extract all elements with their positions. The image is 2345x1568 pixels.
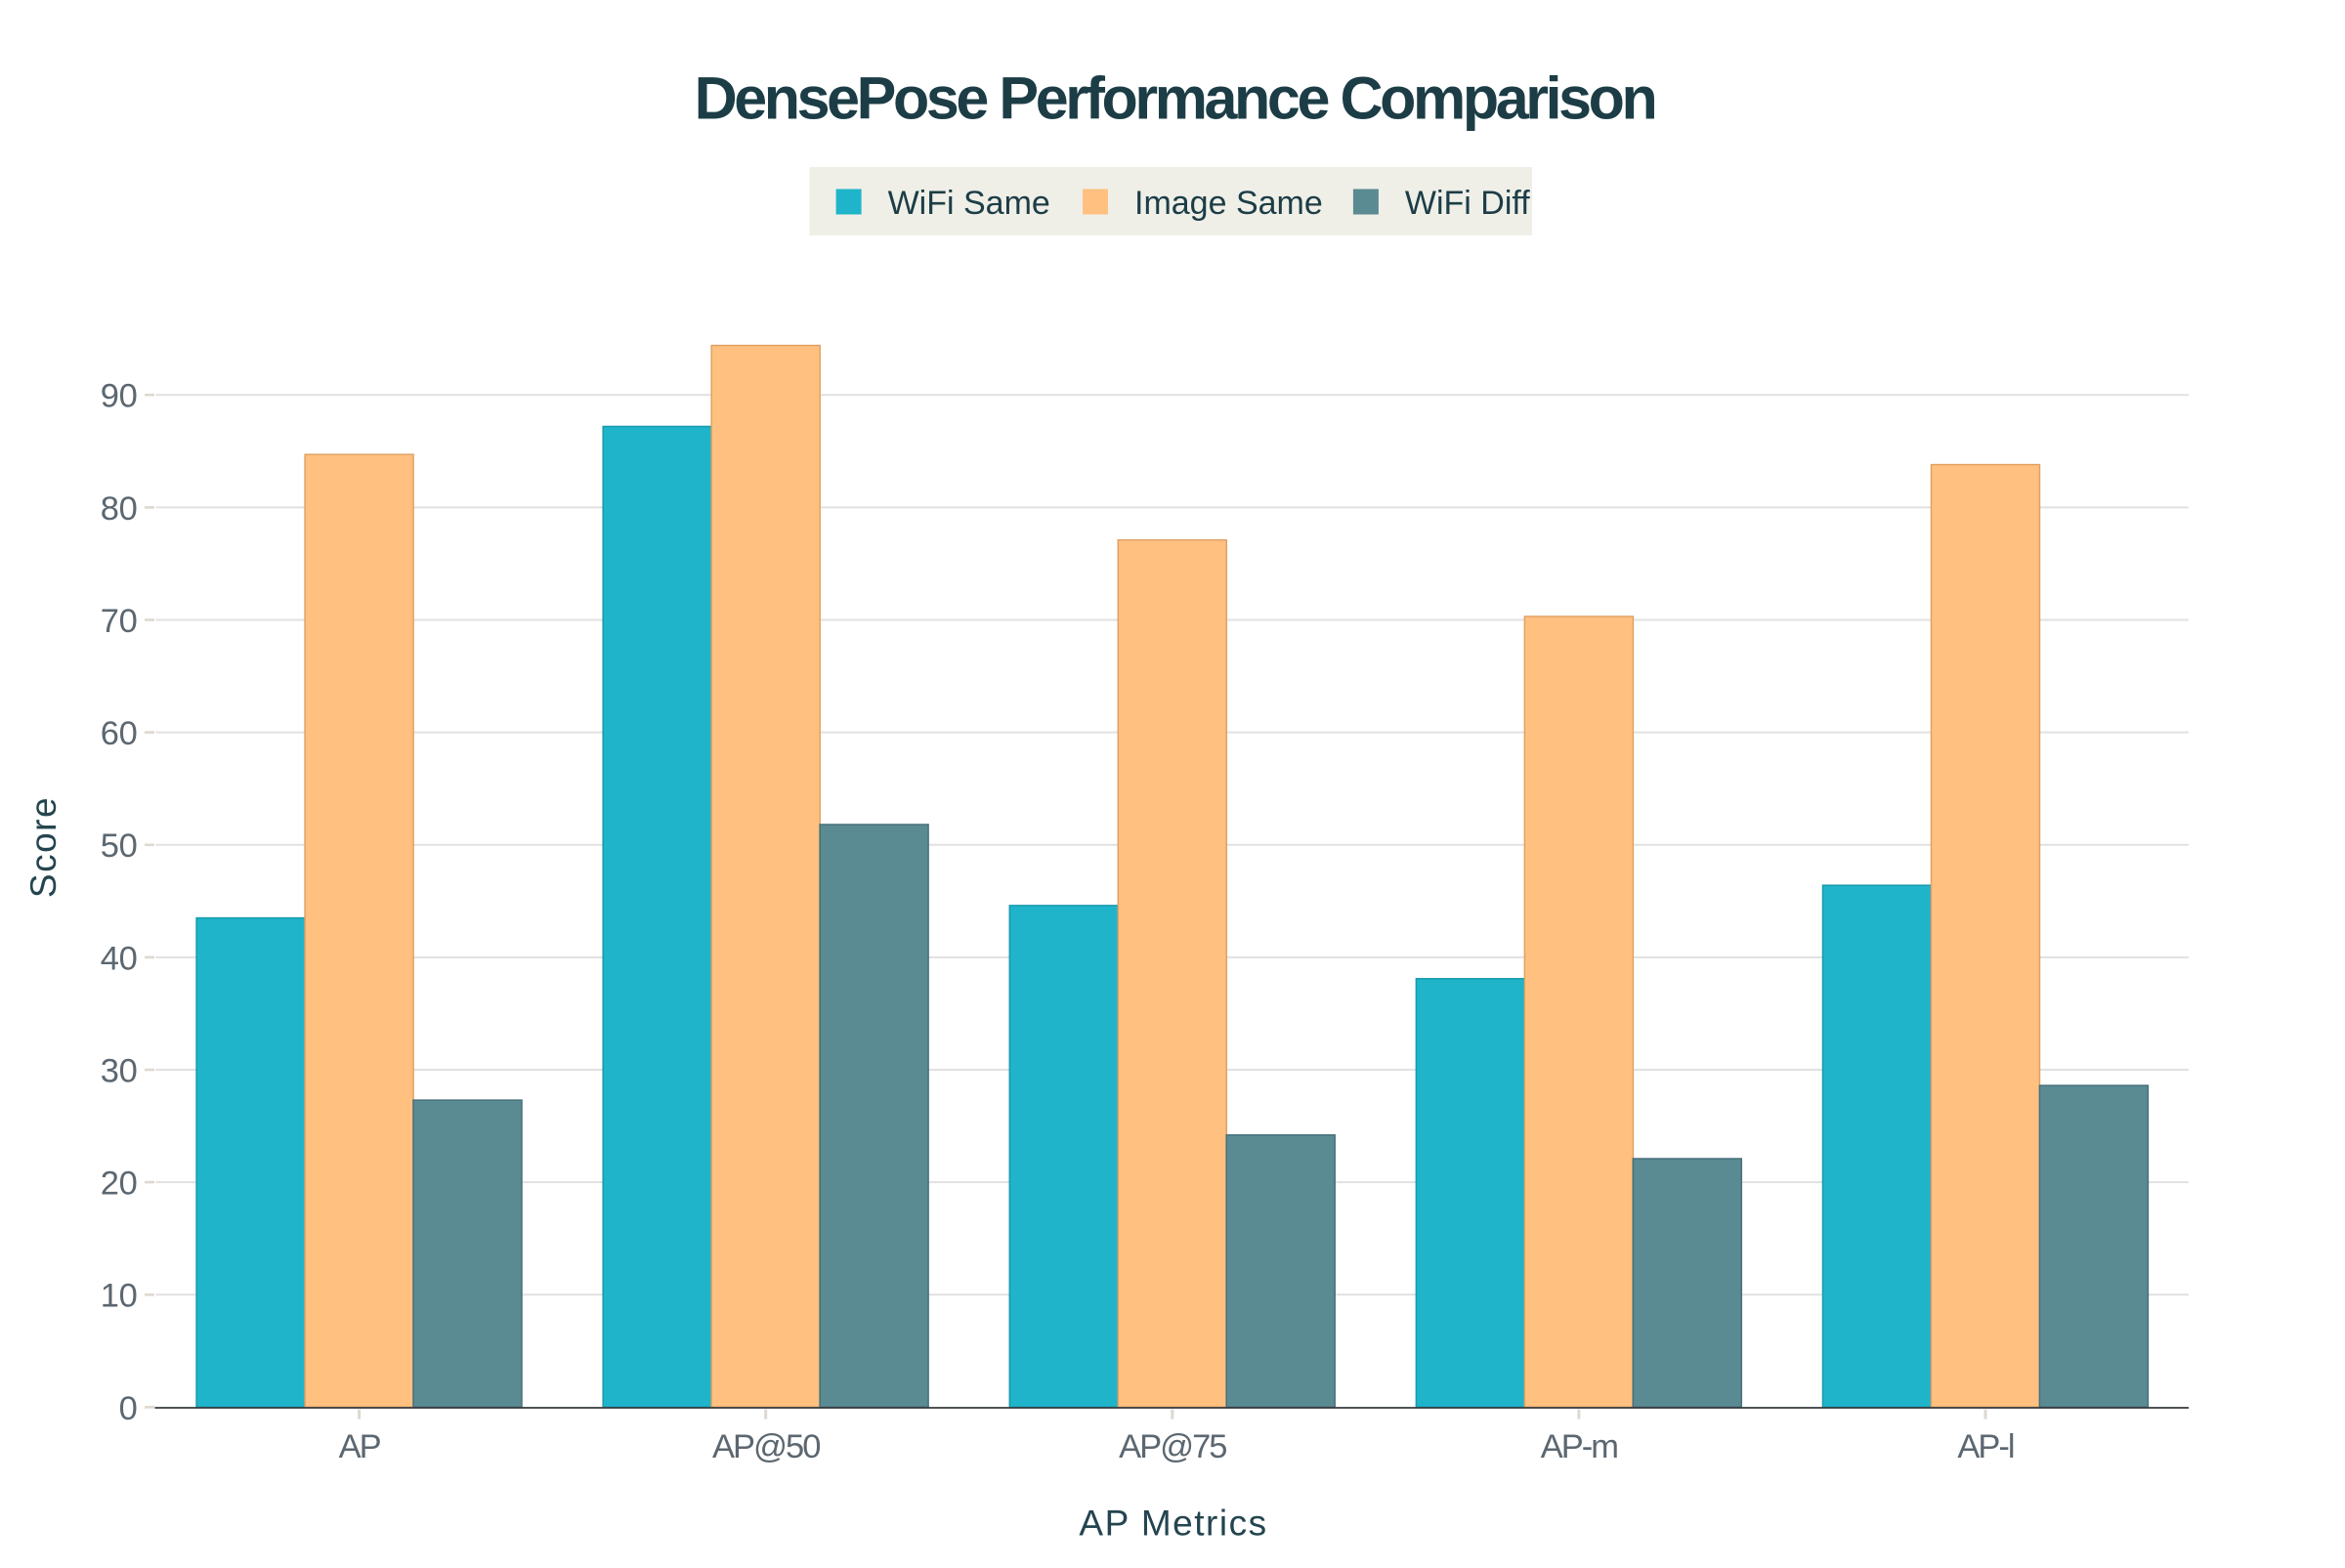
svg-text:Score: Score: [23, 796, 64, 898]
svg-text:20: 20: [101, 1165, 138, 1203]
svg-text:0: 0: [119, 1390, 138, 1427]
svg-text:50: 50: [101, 827, 138, 865]
svg-text:70: 70: [101, 603, 138, 640]
svg-text:AP@50: AP@50: [712, 1428, 820, 1465]
svg-text:60: 60: [101, 715, 138, 752]
svg-text:30: 30: [101, 1052, 138, 1089]
svg-text:WiFi Same: WiFi Same: [888, 185, 1050, 222]
svg-text:AP-m: AP-m: [1541, 1428, 1618, 1465]
svg-text:90: 90: [101, 378, 138, 415]
svg-text:AP@75: AP@75: [1119, 1428, 1226, 1465]
svg-text:DensePose Performance Comparis: DensePose Performance Comparison: [695, 65, 1655, 132]
svg-text:AP Metrics: AP Metrics: [1079, 1504, 1267, 1544]
svg-text:40: 40: [101, 940, 138, 977]
svg-text:80: 80: [101, 490, 138, 528]
svg-text:Image Same: Image Same: [1134, 185, 1323, 222]
svg-text:10: 10: [101, 1278, 138, 1315]
svg-text:AP: AP: [339, 1428, 381, 1465]
svg-text:WiFi Diff: WiFi Diff: [1405, 185, 1530, 222]
svg-text:AP-l: AP-l: [1957, 1428, 2014, 1465]
